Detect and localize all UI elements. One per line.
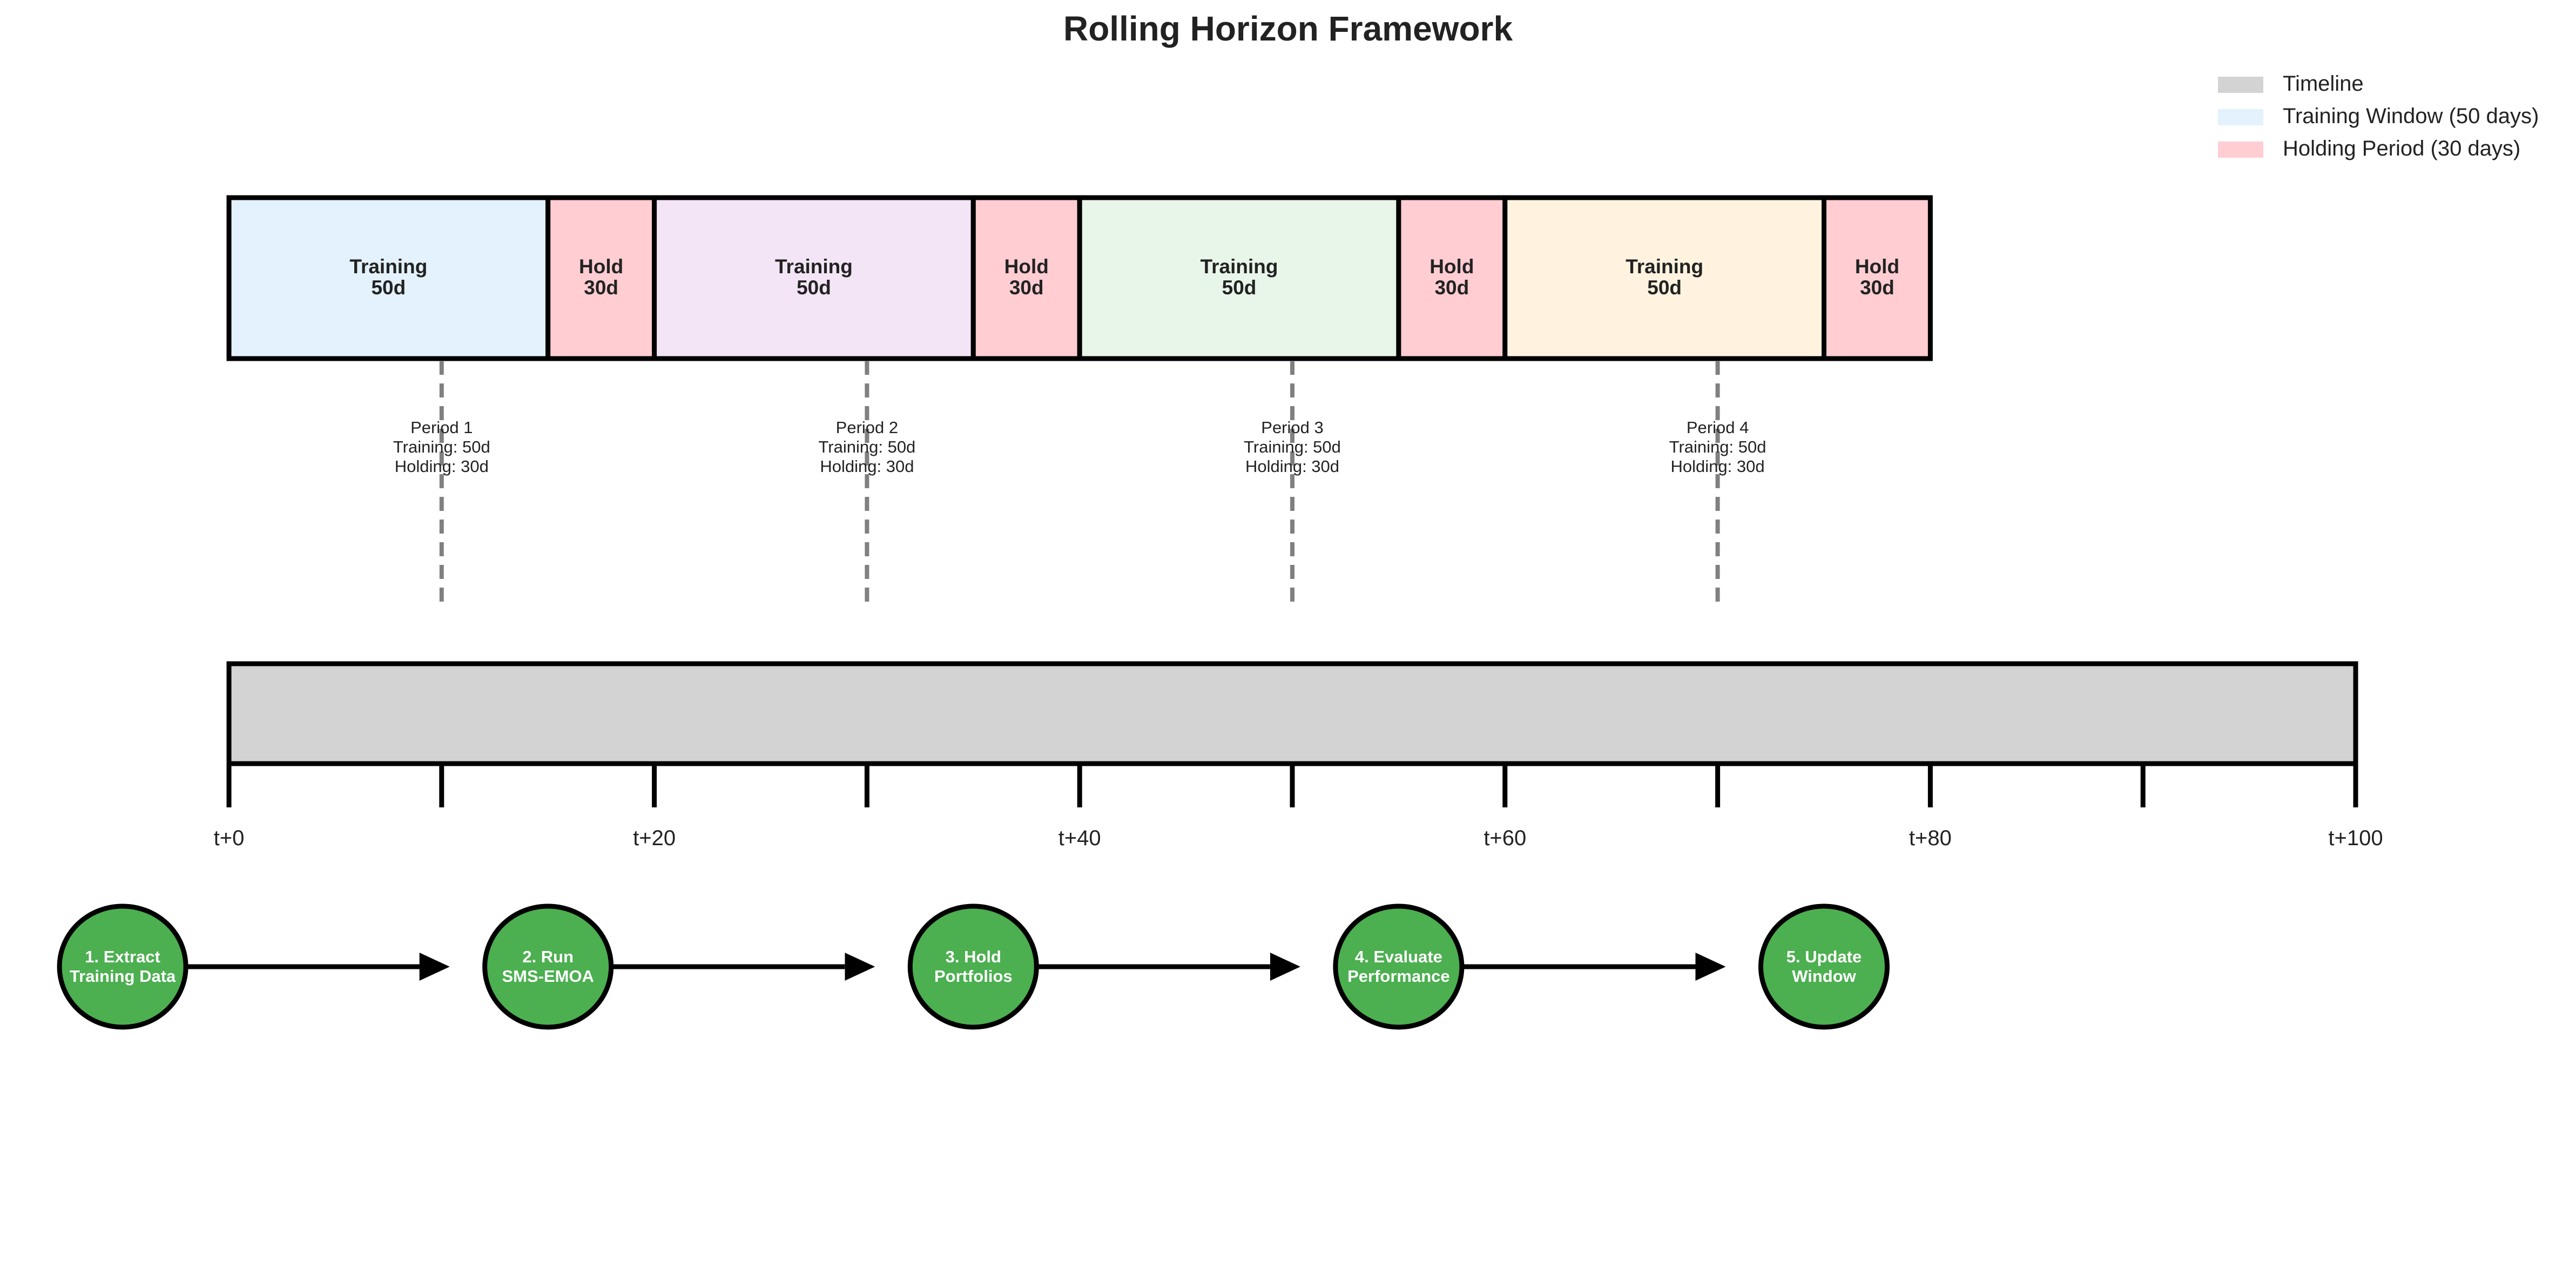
legend-swatch-2 (2218, 109, 2263, 125)
period-2-annotation: Holding: 30d (820, 457, 914, 476)
training-block (226, 195, 551, 361)
hold-block (545, 195, 657, 361)
period-3-annotation: Holding: 30d (1245, 457, 1339, 476)
step-5-label: Window (1792, 967, 1856, 986)
step-3-circle (907, 904, 1039, 1030)
timeline-tick-label: t+80 (1909, 826, 1952, 850)
hold-block-label: Hold (1429, 255, 1474, 278)
period-1-annotation: Holding: 30d (395, 457, 489, 476)
hold-block-duration: 30d (1434, 277, 1469, 299)
timeline-tick-label: t+20 (633, 826, 676, 850)
diagram-title: Rolling Horizon Framework (1063, 9, 1513, 48)
step-3-label: 3. Hold (946, 947, 1001, 966)
step-4-label: 4. Evaluate (1355, 947, 1442, 966)
legend-label-1: Timeline (2283, 72, 2364, 96)
hold-block-duration: 30d (1009, 277, 1044, 299)
timeline-tick-label: t+60 (1483, 826, 1526, 850)
period-1-annotation: Training: 50d (393, 437, 490, 456)
period-4-annotation: Holding: 30d (1671, 457, 1765, 476)
training-block-label: Training (1626, 255, 1703, 278)
timeline-tick-label: t+40 (1058, 826, 1101, 850)
training-block-duration: 50d (371, 277, 406, 299)
step-2-circle (482, 904, 614, 1030)
phase-blocks: Training50dHold30dTraining50dHold30dTrai… (226, 195, 1933, 361)
period-4-annotation: Period 4 (1687, 418, 1749, 437)
step-1-label: Training Data (70, 967, 176, 986)
hold-block-duration: 30d (1860, 277, 1894, 299)
step-4-circle (1333, 904, 1465, 1030)
legend-label-2: Training Window (50 days) (2283, 104, 2539, 128)
step-5-circle (1758, 904, 1890, 1030)
step-3-label: Portfolios (934, 967, 1013, 986)
training-block-duration: 50d (1647, 277, 1682, 299)
training-block (652, 195, 976, 361)
hold-block-label: Hold (1855, 255, 1899, 278)
training-block (1077, 195, 1401, 361)
period-1-annotation: Period 1 (410, 418, 473, 437)
legend-swatch-1 (2218, 77, 2263, 93)
step-4-label: Performance (1347, 967, 1450, 986)
period-4-annotation: Training: 50d (1669, 437, 1766, 456)
period-3-annotation: Period 3 (1261, 418, 1323, 437)
period-3-annotation: Training: 50d (1244, 437, 1341, 456)
step-2-label: 2. Run (522, 947, 574, 966)
step-2-label: SMS-EMOA (502, 967, 594, 986)
timeline: t+0 t+20 t+40 t+60 t+80 t+100 (214, 661, 2383, 850)
training-block (1502, 195, 1827, 361)
period-2-annotation: Training: 50d (819, 437, 916, 456)
timeline-tick-label: t+0 (214, 826, 245, 850)
hold-block (1396, 195, 1508, 361)
legend-swatch-3 (2218, 141, 2263, 158)
hold-block-label: Hold (1004, 255, 1049, 278)
period-2-annotation: Period 2 (836, 418, 898, 437)
hold-block-label: Hold (579, 255, 623, 278)
hold-block (1822, 195, 1933, 361)
training-block-duration: 50d (797, 277, 831, 299)
training-block-label: Training (349, 255, 427, 278)
timeline-bar (226, 661, 2358, 766)
legend: Timeline Training Window (50 days) Holding… (2218, 72, 2539, 160)
timeline-tick-label: t+100 (2328, 826, 2383, 850)
step-5-label: 5. Update (1786, 947, 1862, 966)
legend-label-3: Holding Period (30 days) (2283, 137, 2520, 160)
hold-block-duration: 30d (584, 277, 618, 299)
training-block-duration: 50d (1222, 277, 1257, 299)
training-block-label: Training (775, 255, 853, 278)
step-1-label: 1. Extract (85, 947, 160, 966)
training-block-label: Training (1201, 255, 1278, 278)
step-1-circle (57, 904, 188, 1030)
